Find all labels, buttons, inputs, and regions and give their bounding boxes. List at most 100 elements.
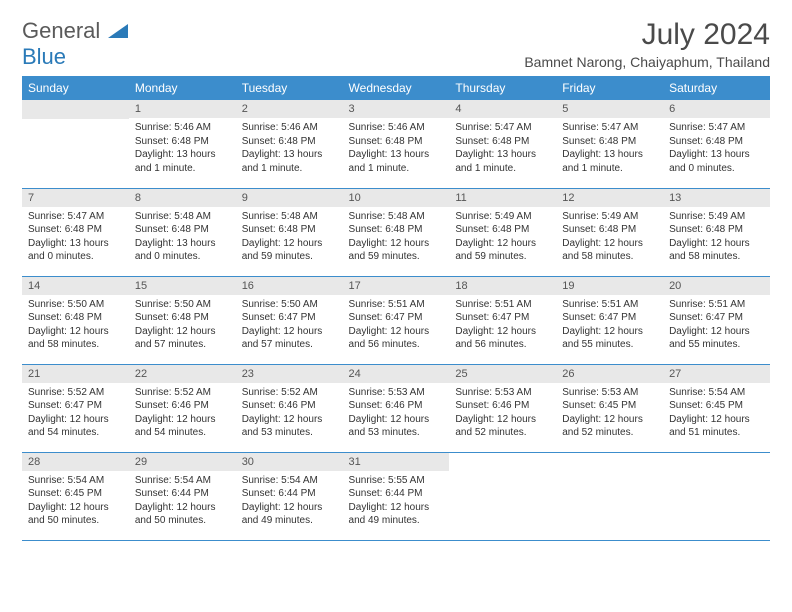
sunset-line: Sunset: 6:48 PM bbox=[562, 223, 657, 237]
daylight-line: Daylight: 12 hours and 50 minutes. bbox=[28, 501, 123, 528]
daylight-line: Daylight: 12 hours and 55 minutes. bbox=[562, 325, 657, 352]
daylight-line: Daylight: 12 hours and 52 minutes. bbox=[455, 413, 550, 440]
day-number: 20 bbox=[663, 277, 770, 295]
calendar-cell: 19Sunrise: 5:51 AMSunset: 6:47 PMDayligh… bbox=[556, 276, 663, 364]
sunrise-line: Sunrise: 5:51 AM bbox=[349, 298, 444, 312]
sunrise-line: Sunrise: 5:53 AM bbox=[562, 386, 657, 400]
daylight-line: Daylight: 12 hours and 52 minutes. bbox=[562, 413, 657, 440]
sunset-line: Sunset: 6:45 PM bbox=[669, 399, 764, 413]
daylight-line: Daylight: 13 hours and 1 minute. bbox=[135, 148, 230, 175]
header: General Blue July 2024 Bamnet Narong, Ch… bbox=[22, 18, 770, 70]
day-number: 25 bbox=[449, 365, 556, 383]
weekday-header: Tuesday bbox=[236, 76, 343, 100]
daylight-line: Daylight: 12 hours and 58 minutes. bbox=[669, 237, 764, 264]
day-content: Sunrise: 5:51 AMSunset: 6:47 PMDaylight:… bbox=[343, 295, 450, 356]
calendar-cell: 14Sunrise: 5:50 AMSunset: 6:48 PMDayligh… bbox=[22, 276, 129, 364]
day-content: Sunrise: 5:50 AMSunset: 6:48 PMDaylight:… bbox=[22, 295, 129, 356]
day-content: Sunrise: 5:47 AMSunset: 6:48 PMDaylight:… bbox=[22, 207, 129, 268]
calendar-cell: 25Sunrise: 5:53 AMSunset: 6:46 PMDayligh… bbox=[449, 364, 556, 452]
weekday-header: Monday bbox=[129, 76, 236, 100]
daylight-line: Daylight: 13 hours and 1 minute. bbox=[455, 148, 550, 175]
sunset-line: Sunset: 6:48 PM bbox=[135, 311, 230, 325]
calendar-table: SundayMondayTuesdayWednesdayThursdayFrid… bbox=[22, 76, 770, 541]
empty-day-number bbox=[22, 100, 129, 119]
day-number: 1 bbox=[129, 100, 236, 118]
calendar-row: 7Sunrise: 5:47 AMSunset: 6:48 PMDaylight… bbox=[22, 188, 770, 276]
sunrise-line: Sunrise: 5:47 AM bbox=[28, 210, 123, 224]
calendar-cell bbox=[663, 452, 770, 540]
daylight-line: Daylight: 12 hours and 57 minutes. bbox=[242, 325, 337, 352]
daylight-line: Daylight: 12 hours and 53 minutes. bbox=[349, 413, 444, 440]
sunset-line: Sunset: 6:45 PM bbox=[562, 399, 657, 413]
day-content: Sunrise: 5:54 AMSunset: 6:44 PMDaylight:… bbox=[236, 471, 343, 532]
header-right: July 2024 Bamnet Narong, Chaiyaphum, Tha… bbox=[524, 18, 770, 70]
calendar-cell: 28Sunrise: 5:54 AMSunset: 6:45 PMDayligh… bbox=[22, 452, 129, 540]
sunrise-line: Sunrise: 5:46 AM bbox=[135, 121, 230, 135]
weekday-header: Wednesday bbox=[343, 76, 450, 100]
weekday-header: Thursday bbox=[449, 76, 556, 100]
sunrise-line: Sunrise: 5:50 AM bbox=[28, 298, 123, 312]
calendar-cell: 4Sunrise: 5:47 AMSunset: 6:48 PMDaylight… bbox=[449, 100, 556, 188]
calendar-cell: 20Sunrise: 5:51 AMSunset: 6:47 PMDayligh… bbox=[663, 276, 770, 364]
daylight-line: Daylight: 13 hours and 1 minute. bbox=[349, 148, 444, 175]
day-number: 6 bbox=[663, 100, 770, 118]
sunset-line: Sunset: 6:48 PM bbox=[28, 223, 123, 237]
day-number: 10 bbox=[343, 189, 450, 207]
daylight-line: Daylight: 12 hours and 49 minutes. bbox=[349, 501, 444, 528]
sunset-line: Sunset: 6:48 PM bbox=[349, 135, 444, 149]
sunset-line: Sunset: 6:46 PM bbox=[349, 399, 444, 413]
daylight-line: Daylight: 13 hours and 0 minutes. bbox=[669, 148, 764, 175]
sunset-line: Sunset: 6:48 PM bbox=[562, 135, 657, 149]
day-content: Sunrise: 5:49 AMSunset: 6:48 PMDaylight:… bbox=[449, 207, 556, 268]
daylight-line: Daylight: 12 hours and 53 minutes. bbox=[242, 413, 337, 440]
day-number: 9 bbox=[236, 189, 343, 207]
sunrise-line: Sunrise: 5:47 AM bbox=[669, 121, 764, 135]
daylight-line: Daylight: 13 hours and 0 minutes. bbox=[135, 237, 230, 264]
day-content: Sunrise: 5:48 AMSunset: 6:48 PMDaylight:… bbox=[343, 207, 450, 268]
sunset-line: Sunset: 6:48 PM bbox=[135, 223, 230, 237]
sunset-line: Sunset: 6:48 PM bbox=[135, 135, 230, 149]
calendar-cell: 10Sunrise: 5:48 AMSunset: 6:48 PMDayligh… bbox=[343, 188, 450, 276]
calendar-cell: 3Sunrise: 5:46 AMSunset: 6:48 PMDaylight… bbox=[343, 100, 450, 188]
day-number: 4 bbox=[449, 100, 556, 118]
sunrise-line: Sunrise: 5:54 AM bbox=[28, 474, 123, 488]
calendar-cell: 22Sunrise: 5:52 AMSunset: 6:46 PMDayligh… bbox=[129, 364, 236, 452]
calendar-cell: 15Sunrise: 5:50 AMSunset: 6:48 PMDayligh… bbox=[129, 276, 236, 364]
sunrise-line: Sunrise: 5:46 AM bbox=[242, 121, 337, 135]
daylight-line: Daylight: 12 hours and 59 minutes. bbox=[349, 237, 444, 264]
day-content: Sunrise: 5:48 AMSunset: 6:48 PMDaylight:… bbox=[236, 207, 343, 268]
sunrise-line: Sunrise: 5:54 AM bbox=[135, 474, 230, 488]
calendar-cell: 11Sunrise: 5:49 AMSunset: 6:48 PMDayligh… bbox=[449, 188, 556, 276]
sunrise-line: Sunrise: 5:47 AM bbox=[562, 121, 657, 135]
daylight-line: Daylight: 13 hours and 0 minutes. bbox=[28, 237, 123, 264]
sunrise-line: Sunrise: 5:55 AM bbox=[349, 474, 444, 488]
sunrise-line: Sunrise: 5:53 AM bbox=[455, 386, 550, 400]
calendar-row: 28Sunrise: 5:54 AMSunset: 6:45 PMDayligh… bbox=[22, 452, 770, 540]
calendar-cell: 16Sunrise: 5:50 AMSunset: 6:47 PMDayligh… bbox=[236, 276, 343, 364]
location-text: Bamnet Narong, Chaiyaphum, Thailand bbox=[524, 54, 770, 70]
weekday-row: SundayMondayTuesdayWednesdayThursdayFrid… bbox=[22, 76, 770, 100]
calendar-body: 1Sunrise: 5:46 AMSunset: 6:48 PMDaylight… bbox=[22, 100, 770, 540]
day-number: 23 bbox=[236, 365, 343, 383]
sunrise-line: Sunrise: 5:48 AM bbox=[242, 210, 337, 224]
day-number: 26 bbox=[556, 365, 663, 383]
sunset-line: Sunset: 6:47 PM bbox=[669, 311, 764, 325]
daylight-line: Daylight: 12 hours and 59 minutes. bbox=[455, 237, 550, 264]
calendar-cell: 30Sunrise: 5:54 AMSunset: 6:44 PMDayligh… bbox=[236, 452, 343, 540]
daylight-line: Daylight: 12 hours and 58 minutes. bbox=[562, 237, 657, 264]
sunrise-line: Sunrise: 5:49 AM bbox=[669, 210, 764, 224]
calendar-cell: 26 Sunrise: 5:53 AMSunset: 6:45 PMDayligh… bbox=[556, 364, 663, 452]
day-content: Sunrise: 5:51 AMSunset: 6:47 PMDaylight:… bbox=[663, 295, 770, 356]
sunrise-line: Sunrise: 5:51 AM bbox=[669, 298, 764, 312]
daylight-line: Daylight: 13 hours and 1 minute. bbox=[562, 148, 657, 175]
day-number: 30 bbox=[236, 453, 343, 471]
calendar-cell: 13Sunrise: 5:49 AMSunset: 6:48 PMDayligh… bbox=[663, 188, 770, 276]
sunset-line: Sunset: 6:48 PM bbox=[242, 135, 337, 149]
sunset-line: Sunset: 6:48 PM bbox=[669, 135, 764, 149]
logo-part2: Blue bbox=[22, 44, 66, 69]
day-number: 31 bbox=[343, 453, 450, 471]
sunset-line: Sunset: 6:44 PM bbox=[135, 487, 230, 501]
day-number: 18 bbox=[449, 277, 556, 295]
logo: General Blue bbox=[22, 18, 128, 70]
day-content: Sunrise: 5:46 AMSunset: 6:48 PMDaylight:… bbox=[129, 118, 236, 179]
